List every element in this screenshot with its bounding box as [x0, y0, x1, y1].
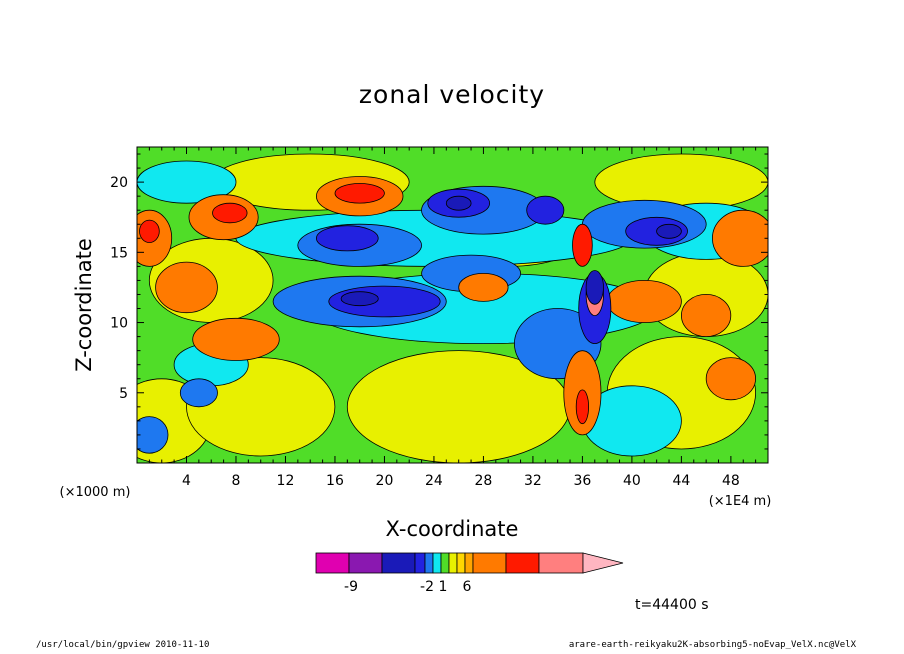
colorbar-swatch	[424, 552, 434, 574]
footer-left: /usr/local/bin/gpview 2010-11-10	[36, 640, 210, 650]
x-tick-label: 20	[376, 473, 394, 489]
x-unit-label: (×1E4 m)	[709, 494, 772, 509]
chart-title: zonal velocity	[359, 80, 545, 109]
contour-region	[340, 291, 379, 307]
contour-region	[212, 202, 248, 224]
x-tick-label: 28	[475, 473, 493, 489]
contour-region	[315, 225, 379, 252]
colorbar-extension	[582, 552, 624, 574]
x-tick-label: 12	[277, 473, 295, 489]
x-tick-label: 4	[182, 473, 191, 489]
colorbar-swatch	[432, 552, 442, 574]
contour-region	[137, 160, 237, 204]
colorbar-swatch	[464, 552, 474, 574]
contour-region	[139, 219, 160, 243]
contour-region	[656, 223, 682, 239]
contour-region	[192, 317, 280, 361]
colorbar-swatch	[348, 552, 383, 574]
contour-region	[606, 279, 682, 323]
colorbar-tick-label: 6	[463, 579, 472, 595]
x-tick-label: 40	[623, 473, 641, 489]
y-tick-label: 5	[119, 386, 128, 402]
colorbar-tick-label: -2	[420, 579, 434, 595]
contour-region	[575, 389, 590, 425]
colorbar-swatch	[505, 552, 540, 574]
colorbar-swatch	[538, 552, 584, 574]
contour-region	[334, 183, 385, 204]
colorbar-tick-label: -9	[344, 579, 358, 595]
x-tick-label: 8	[232, 473, 241, 489]
plot-area	[137, 147, 768, 463]
contour-field	[137, 153, 768, 463]
contour-region	[137, 416, 169, 454]
colorbar-swatch	[448, 552, 458, 574]
colorbar-tick-label: 1	[439, 579, 448, 595]
x-tick-label: 24	[425, 473, 443, 489]
contour-region	[458, 272, 509, 302]
contour-region	[585, 270, 604, 305]
y-tick-label: 20	[110, 175, 128, 191]
contour-region	[712, 209, 768, 267]
contour-region	[526, 195, 565, 225]
colorbar: -9 -2 1 6	[315, 552, 624, 595]
contour-region	[155, 261, 218, 314]
x-tick-label: 48	[722, 473, 740, 489]
y-axis-label: Z-coordinate	[72, 238, 96, 372]
x-tick-label: 44	[672, 473, 690, 489]
contour-region	[445, 195, 472, 211]
y-tick-label: 10	[110, 316, 128, 332]
colorbar-swatch	[315, 552, 350, 574]
y-unit-label: (×1000 m)	[60, 485, 131, 500]
colorbar-swatch	[381, 552, 416, 574]
x-tick-label: 16	[326, 473, 344, 489]
plot-frame	[136, 146, 769, 464]
y-tick-label: 15	[110, 245, 128, 261]
x-tick-label: 32	[524, 473, 542, 489]
colorbar-swatch	[472, 552, 507, 574]
colorbar-swatch	[456, 552, 466, 574]
colorbar-swatch	[440, 552, 450, 574]
contour-region	[179, 378, 218, 408]
x-tick-label: 36	[573, 473, 591, 489]
colorbar-swatch	[414, 552, 426, 574]
y-axis: 5 10 15 20	[110, 153, 768, 450]
contour-region	[572, 223, 593, 267]
footer-right: arare-earth-reikyaku2K-absorbing5-noEvap…	[568, 640, 856, 650]
x-axis: 4 8 12 16 20 24 28 32 36 40 44 48	[148, 147, 757, 489]
x-axis-label: X-coordinate	[386, 517, 519, 541]
contour-region	[680, 293, 732, 337]
time-annotation: t=44400 s	[635, 597, 709, 613]
contour-region	[705, 357, 757, 401]
